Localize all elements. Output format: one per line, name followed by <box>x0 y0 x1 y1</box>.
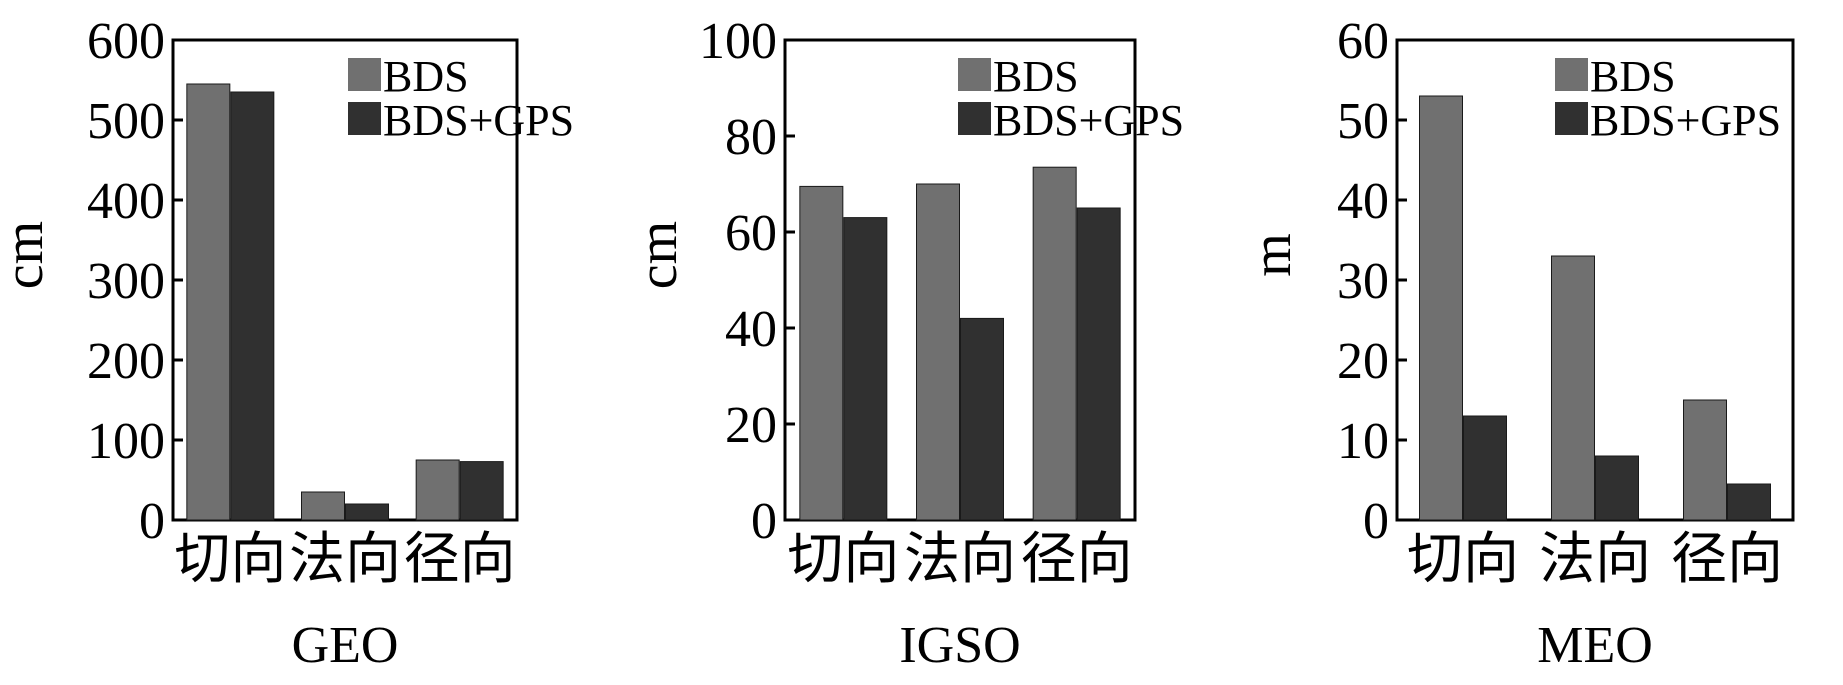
y-tick-label: 60 <box>725 205 777 262</box>
bar-bds-0 <box>1419 95 1463 521</box>
x-tick-label: 径向 <box>1671 529 1783 591</box>
x-tick-label: 切向 <box>1407 529 1519 591</box>
y-tick-label: 100 <box>87 413 165 470</box>
bar-bds-gps-1 <box>1595 455 1639 521</box>
y-tick-label: 30 <box>1337 253 1389 310</box>
bar-bds-gps-2 <box>1076 207 1121 521</box>
legend-label-bds-gps: BDS+GPS <box>1590 96 1781 145</box>
y-tick-label: 20 <box>1337 333 1389 390</box>
x-tick-label: 径向 <box>404 529 516 591</box>
bar-bds-1 <box>1551 255 1595 521</box>
legend-swatch-bds <box>1555 58 1588 91</box>
bar-bds-2 <box>1032 166 1077 521</box>
y-tick-label: 600 <box>87 13 165 70</box>
y-axis-label: cm <box>0 221 55 289</box>
bar-bds-0 <box>186 83 231 521</box>
y-tick-label: 0 <box>139 493 165 550</box>
y-tick-label: 40 <box>1337 173 1389 230</box>
bar-bds-1 <box>301 491 345 521</box>
y-tick-label: 0 <box>751 493 777 550</box>
x-tick-label: 切向 <box>174 529 286 591</box>
x-tick-label: 法向 <box>289 529 401 591</box>
y-axis-label: cm <box>627 221 689 289</box>
legend-label-bds: BDS <box>383 52 469 101</box>
y-tick-label: 400 <box>87 173 165 230</box>
y-tick-label: 60 <box>1337 13 1389 70</box>
x-tick-label: 法向 <box>904 529 1016 591</box>
bar-bds-1 <box>916 183 960 521</box>
legend-label-bds-gps: BDS+GPS <box>383 96 574 145</box>
bar-bds-0 <box>799 185 844 521</box>
y-tick-label: 100 <box>699 13 777 70</box>
bar-bds-gps-0 <box>843 217 888 521</box>
legend-swatch-bds-gps <box>348 102 381 135</box>
y-tick-label: 500 <box>87 93 165 150</box>
bar-bds-gps-2 <box>459 461 504 521</box>
x-axis-label: GEO <box>292 617 399 674</box>
bar-bds-gps-2 <box>1727 483 1771 521</box>
y-tick-label: 300 <box>87 253 165 310</box>
legend-swatch-bds-gps <box>958 102 991 135</box>
y-tick-label: 0 <box>1363 493 1389 550</box>
x-axis-label: IGSO <box>899 617 1020 674</box>
bar-bds-gps-1 <box>345 503 389 521</box>
bar-bds-gps-1 <box>960 317 1004 521</box>
y-tick-label: 200 <box>87 333 165 390</box>
x-tick-label: 法向 <box>1539 529 1651 591</box>
legend-swatch-bds <box>348 58 381 91</box>
legend-swatch-bds-gps <box>1555 102 1588 135</box>
legend-label-bds: BDS <box>993 52 1079 101</box>
bar-bds-2 <box>415 459 460 521</box>
y-tick-label: 80 <box>725 109 777 166</box>
bar-bds-gps-0 <box>1463 415 1507 521</box>
y-axis-label: m <box>1241 233 1303 277</box>
bar-bds-2 <box>1683 399 1727 521</box>
bar-bds-gps-0 <box>230 91 275 521</box>
x-tick-label: 切向 <box>787 529 899 591</box>
legend-swatch-bds <box>958 58 991 91</box>
y-tick-label: 20 <box>725 397 777 454</box>
y-tick-label: 40 <box>725 301 777 358</box>
x-axis-label: MEO <box>1537 617 1653 674</box>
legend-label-bds: BDS <box>1590 52 1676 101</box>
y-tick-label: 10 <box>1337 413 1389 470</box>
legend-label-bds-gps: BDS+GPS <box>993 96 1184 145</box>
y-tick-label: 50 <box>1337 93 1389 150</box>
x-tick-label: 径向 <box>1021 529 1133 591</box>
